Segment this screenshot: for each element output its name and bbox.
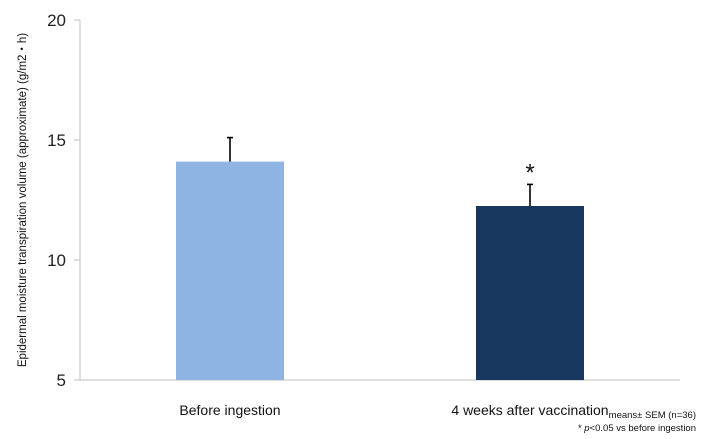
y-tick-label: 5 [57, 371, 66, 390]
chart-labels: 5 10 15 20 Before ingestion 4 weeks after vac… [47, 11, 609, 418]
significance-note-suffix: <0.05 vs before ingestion [590, 423, 696, 434]
stats-note: means± SEM (n=36) [609, 410, 696, 421]
y-axis-label: Epidermal moisture transpiration volume … [17, 33, 29, 367]
significance-note-prefix: * [578, 423, 584, 434]
x-category-label: 4 weeks after vaccination [451, 402, 608, 418]
x-category-label: Before ingestion [179, 402, 280, 418]
significance-note: * p<0.05 vs before ingestion [578, 423, 696, 434]
bar [476, 206, 584, 380]
y-tick-label: 15 [47, 131, 66, 150]
bar [176, 161, 284, 380]
y-tick-label: 20 [47, 11, 66, 30]
y-tick-label: 10 [47, 251, 66, 270]
chart-error-bars [227, 136, 533, 206]
chart-bars [176, 161, 584, 380]
chart-axes [74, 19, 680, 381]
significance-note-p: p [583, 423, 589, 434]
significance-marker: * [525, 159, 534, 186]
